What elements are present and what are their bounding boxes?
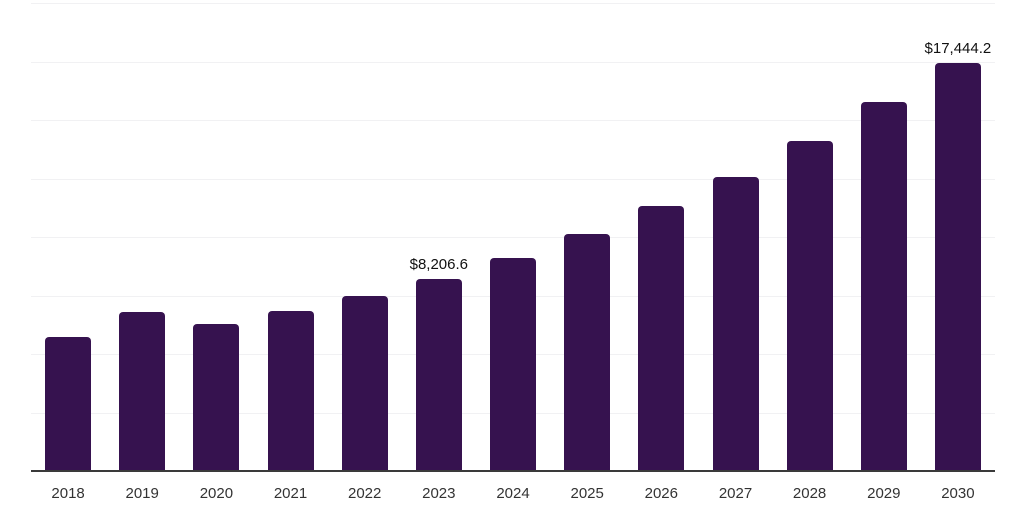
- x-tick-2029: 2029: [867, 485, 901, 502]
- x-tick-2023: 2023: [422, 485, 456, 502]
- x-tick-2019: 2019: [125, 485, 159, 502]
- x-tick-2025: 2025: [570, 485, 604, 502]
- bar-2019: [119, 312, 166, 471]
- bar-2027: [712, 176, 759, 471]
- gridline-12500: [31, 178, 995, 180]
- x-tick-2021: 2021: [273, 485, 308, 502]
- x-tick-2018: 2018: [51, 485, 85, 502]
- bar-2023: [415, 279, 462, 471]
- bar-2024: [490, 257, 536, 471]
- bar-2030: [934, 62, 981, 471]
- gridline-10000: [31, 237, 995, 238]
- bar-2026: [638, 206, 685, 471]
- x-tick-2020: 2020: [199, 485, 234, 502]
- bar-2021: [267, 311, 314, 471]
- bar-2025: [564, 233, 611, 471]
- gridline-15000: [31, 120, 995, 121]
- x-axis-line: [31, 470, 995, 472]
- bar-2020: [193, 324, 240, 471]
- value-label-2030: $17,444.2: [924, 39, 992, 57]
- x-tick-2030: 2030: [941, 485, 975, 502]
- x-tick-2022: 2022: [348, 485, 382, 502]
- gridline-17500: [31, 61, 995, 63]
- bar-2018: [45, 337, 92, 471]
- x-tick-2024: 2024: [496, 485, 530, 502]
- x-tick-2026: 2026: [644, 485, 678, 502]
- x-tick-2028: 2028: [792, 485, 827, 502]
- bar-2029: [860, 102, 907, 471]
- value-label-2023: $8,206.6: [409, 255, 468, 273]
- gridline-20000: [31, 3, 995, 4]
- x-tick-2027: 2027: [718, 485, 753, 502]
- bar-2022: [341, 295, 388, 471]
- bar-2028: [786, 140, 833, 471]
